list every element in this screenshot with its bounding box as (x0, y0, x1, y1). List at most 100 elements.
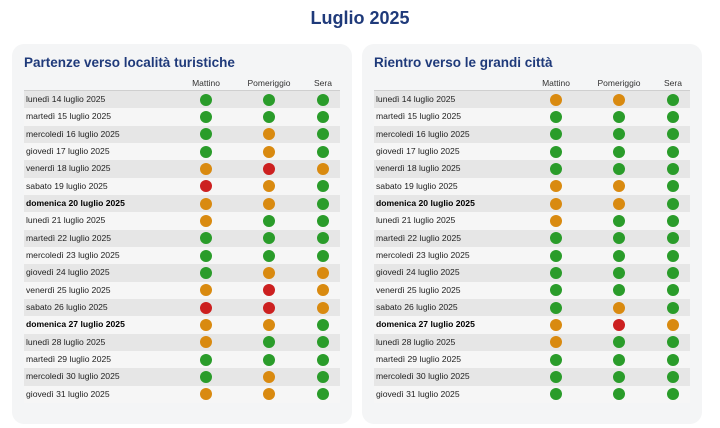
status-dot-morning (200, 318, 212, 331)
row-date: lunedì 21 luglio 2025 (26, 215, 106, 226)
row-date: mercoledì 16 luglio 2025 (376, 128, 470, 139)
status-dot-evening (667, 353, 679, 366)
table-row: lunedì 21 luglio 2025 (374, 212, 690, 230)
status-dot-evening (667, 93, 679, 106)
status-dot-evening (667, 284, 679, 297)
status-dot-morning (200, 232, 212, 245)
column-header-morning: Mattino (542, 78, 570, 88)
status-dot-morning (200, 336, 212, 349)
status-dot-evening (317, 180, 329, 193)
status-dot-afternoon (263, 249, 275, 262)
status-dot-morning (550, 197, 562, 210)
status-dot-evening (317, 232, 329, 245)
row-date: giovedì 24 luglio 2025 (376, 267, 460, 278)
traffic-table: Mattino Pomeriggio Sera lunedì 14 luglio… (24, 78, 340, 403)
row-date: martedì 22 luglio 2025 (26, 232, 112, 243)
status-dot-morning (200, 353, 212, 366)
status-dot-evening (317, 388, 329, 401)
status-dot-afternoon (263, 370, 275, 383)
status-dot-evening (667, 214, 679, 227)
row-date: martedì 22 luglio 2025 (376, 232, 462, 243)
status-dot-evening (317, 162, 329, 175)
row-date: martedì 29 luglio 2025 (26, 353, 112, 364)
row-date: sabato 26 luglio 2025 (26, 301, 108, 312)
status-dot-afternoon (263, 145, 275, 158)
status-dot-afternoon (263, 232, 275, 245)
status-dot-evening (317, 370, 329, 383)
status-dot-morning (550, 232, 562, 245)
status-dot-morning (200, 301, 212, 314)
table-row: venerdì 25 luglio 2025 (24, 281, 340, 299)
row-date: lunedì 14 luglio 2025 (26, 94, 106, 104)
status-dot-morning (200, 128, 212, 141)
status-dot-morning (550, 353, 562, 366)
status-dot-morning (200, 266, 212, 279)
row-date: lunedì 28 luglio 2025 (376, 336, 456, 347)
table-row: mercoledì 23 luglio 2025 (24, 246, 340, 265)
status-dot-morning (550, 128, 562, 141)
status-dot-morning (200, 370, 212, 383)
status-dot-evening (667, 318, 679, 331)
row-date: lunedì 21 luglio 2025 (376, 215, 456, 226)
status-dot-afternoon (263, 110, 275, 123)
table-row: sabato 19 luglio 2025 (24, 177, 340, 195)
table-row: martedì 15 luglio 2025 (24, 108, 340, 126)
status-dot-evening (317, 318, 329, 331)
status-dot-evening (317, 93, 329, 106)
table-row: giovedì 17 luglio 2025 (24, 142, 340, 161)
status-dot-afternoon (613, 353, 625, 366)
table-row: mercoledì 30 luglio 2025 (24, 368, 340, 386)
table-row: giovedì 24 luglio 2025 (374, 264, 690, 282)
status-dot-evening (317, 353, 329, 366)
row-date: giovedì 31 luglio 2025 (376, 388, 460, 399)
status-dot-morning (200, 388, 212, 401)
status-dot-evening (667, 162, 679, 175)
status-dot-afternoon (263, 197, 275, 210)
table-row: giovedì 17 luglio 2025 (374, 142, 690, 161)
status-dot-morning (550, 370, 562, 383)
status-dot-evening (317, 214, 329, 227)
status-dot-evening (317, 301, 329, 314)
row-date: venerdì 18 luglio 2025 (26, 163, 111, 174)
table-row: giovedì 31 luglio 2025 (374, 385, 690, 403)
status-dot-evening (317, 284, 329, 297)
table-rows: lunedì 14 luglio 2025 martedì 15 luglio 2… (24, 91, 340, 403)
table-row: domenica 27 luglio 2025 (374, 316, 690, 334)
status-dot-evening (667, 180, 679, 193)
status-dot-evening (667, 370, 679, 383)
row-date: venerdì 25 luglio 2025 (26, 284, 111, 295)
status-dot-evening (667, 249, 679, 262)
column-header-evening: Sera (314, 78, 332, 88)
status-dot-afternoon (613, 388, 625, 401)
status-dot-evening (317, 266, 329, 279)
status-dot-afternoon (263, 388, 275, 401)
row-date: domenica 20 luglio 2025 (26, 197, 125, 208)
table-row: sabato 26 luglio 2025 (374, 298, 690, 317)
status-dot-evening (667, 266, 679, 279)
status-dot-evening (317, 128, 329, 141)
status-dot-afternoon (613, 197, 625, 210)
status-dot-morning (550, 388, 562, 401)
table-row: domenica 20 luglio 2025 (374, 194, 690, 213)
row-date: martedì 15 luglio 2025 (26, 111, 112, 122)
status-dot-morning (550, 93, 562, 106)
status-dot-afternoon (263, 128, 275, 141)
status-dot-morning (200, 197, 212, 210)
row-date: giovedì 31 luglio 2025 (26, 388, 110, 399)
row-date: martedì 29 luglio 2025 (376, 353, 462, 364)
status-dot-morning (550, 162, 562, 175)
header-divider (24, 90, 340, 91)
status-dot-afternoon (263, 162, 275, 175)
row-date: sabato 19 luglio 2025 (26, 180, 108, 191)
row-date: domenica 27 luglio 2025 (376, 319, 475, 330)
row-date: martedì 15 luglio 2025 (376, 111, 462, 122)
status-dot-morning (200, 180, 212, 193)
status-dot-afternoon (263, 180, 275, 193)
table-row: venerdì 18 luglio 2025 (24, 160, 340, 178)
row-date: mercoledì 23 luglio 2025 (26, 249, 120, 260)
status-dot-afternoon (263, 336, 275, 349)
traffic-table: Mattino Pomeriggio Sera lunedì 14 luglio… (374, 78, 690, 403)
row-date: mercoledì 30 luglio 2025 (376, 371, 470, 382)
status-dot-afternoon (263, 318, 275, 331)
status-dot-morning (200, 110, 212, 123)
